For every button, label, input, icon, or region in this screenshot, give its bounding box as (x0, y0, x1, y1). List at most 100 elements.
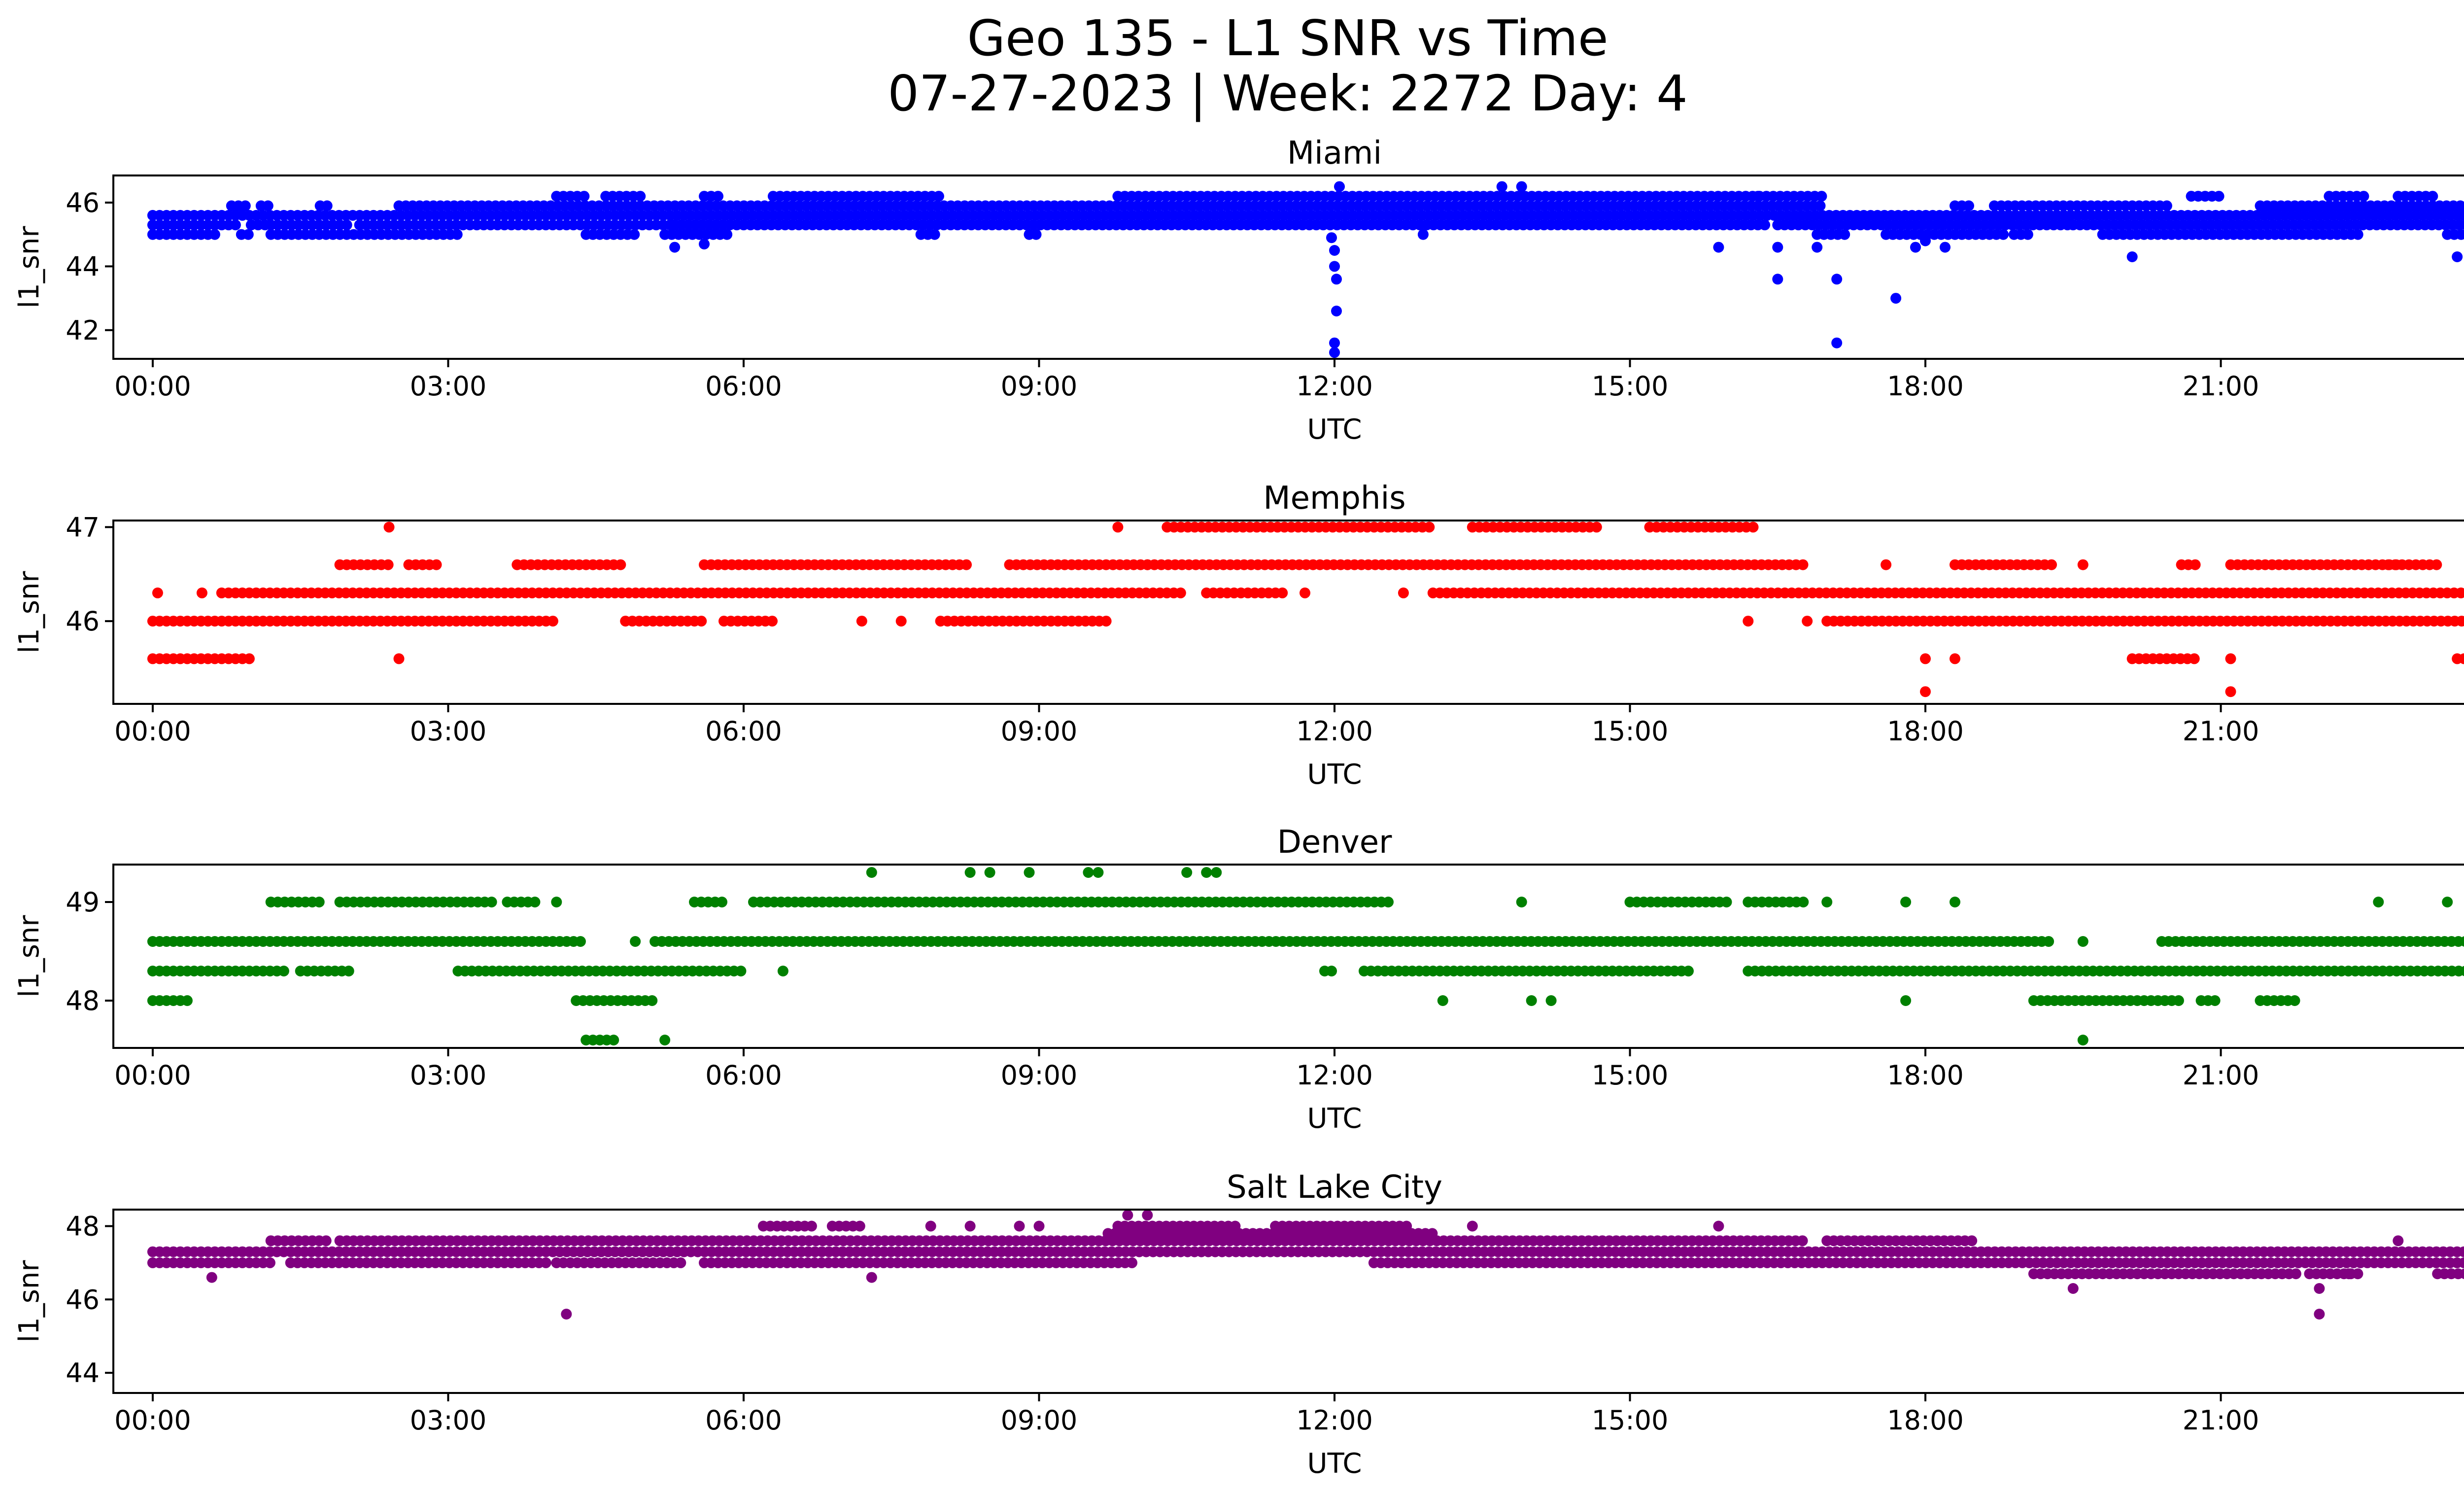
data-points (147, 522, 2464, 697)
data-point (1014, 1220, 1025, 1232)
data-point (1966, 1235, 1978, 1247)
data-point (393, 653, 405, 664)
y-axis-label: l1_snr (13, 915, 45, 998)
data-point (1142, 1210, 1153, 1221)
x-tick-label: 06:00 (705, 1405, 782, 1436)
data-point (925, 1220, 936, 1232)
data-point (2077, 559, 2088, 570)
x-tick-label: 09:00 (1001, 1405, 1078, 1436)
x-tick-label: 21:00 (2183, 716, 2259, 747)
data-point (630, 936, 641, 947)
x-tick-label: 21:00 (2183, 1060, 2259, 1091)
y-tick-label: 49 (66, 887, 100, 918)
data-point (2460, 936, 2464, 947)
data-point (767, 616, 778, 627)
data-point (431, 559, 442, 570)
data-point (1326, 966, 1337, 976)
data-point (230, 219, 241, 231)
data-point (895, 616, 907, 627)
x-tick-label: 06:00 (705, 716, 782, 747)
y-axis-label: l1_snr (13, 571, 45, 654)
data-point (2393, 1235, 2404, 1247)
y-tick-label: 47 (66, 512, 100, 543)
data-point (735, 966, 747, 976)
data-point (547, 616, 558, 627)
data-point (1516, 181, 1527, 192)
data-point (1591, 522, 1602, 533)
x-tick-label: 21:00 (2183, 1405, 2259, 1436)
x-tick-label: 12:00 (1296, 1060, 1373, 1091)
data-point (2352, 229, 2363, 240)
data-point (1331, 274, 1342, 285)
data-point (2161, 200, 2172, 211)
data-point (2343, 1268, 2355, 1280)
data-point (206, 1272, 217, 1283)
data-point (2213, 191, 2224, 202)
data-point (1900, 897, 1912, 907)
data-point (1142, 559, 1153, 570)
data-point (1798, 897, 1809, 907)
data-point (777, 966, 788, 976)
data-point (1329, 261, 1340, 272)
data-point (2442, 897, 2453, 907)
data-point (579, 191, 590, 202)
data-point (866, 867, 877, 878)
data-point (1802, 616, 1813, 627)
panel-denver: Denver UTC l1_snr 00:00 03:00 06:00 09:00 12… (13, 824, 2464, 1135)
data-point (2225, 686, 2236, 697)
data-point (2314, 1283, 2325, 1294)
data-point (575, 936, 586, 947)
data-point (2352, 1268, 2363, 1280)
data-point (181, 995, 193, 1006)
data-point (242, 229, 254, 240)
data-point (933, 191, 944, 202)
data-point (2462, 201, 2464, 210)
data-point (1950, 653, 1960, 664)
figure-title-line1: Geo 135 - L1 SNR vs Time (967, 9, 1608, 67)
x-tick-label: 21:00 (2183, 371, 2259, 402)
data-point (1112, 522, 1124, 533)
data-point (635, 191, 646, 202)
data-point (1998, 229, 2009, 240)
data-point (243, 653, 255, 664)
x-tick-label: 03:00 (410, 371, 487, 402)
y-tick-label: 46 (66, 187, 100, 218)
data-point (964, 867, 976, 878)
x-tick-label: 15:00 (1592, 1060, 1669, 1091)
data-point (1747, 522, 1759, 533)
data-point (540, 1257, 551, 1268)
data-point (1467, 1220, 1478, 1232)
data-point (1920, 686, 1931, 697)
data-point (1230, 1220, 1241, 1232)
data-point (1211, 867, 1222, 878)
y-tick-label: 46 (66, 606, 100, 637)
data-point (721, 229, 733, 240)
data-point (2189, 653, 2200, 664)
data-point (1683, 966, 1694, 976)
data-point (2314, 1309, 2325, 1320)
data-point (382, 559, 394, 570)
data-point (2043, 936, 2054, 947)
data-point (2077, 1035, 2088, 1045)
data-point (1940, 242, 1951, 253)
data-point (383, 522, 395, 533)
data-point (929, 229, 940, 240)
data-point (1334, 181, 1345, 192)
panel-miami: Miami UTC l1_snr 00:00 03:00 06:00 09:00 12:… (13, 135, 2464, 446)
data-point (2209, 995, 2221, 1006)
x-tick-label: 12:00 (1296, 716, 1373, 747)
data-point (1821, 897, 1833, 907)
data-point (341, 219, 352, 231)
data-point (2046, 559, 2057, 570)
data-point (615, 559, 626, 570)
data-point (2126, 251, 2138, 262)
x-tick-label: 18:00 (1887, 371, 1964, 402)
x-tick-label: 00:00 (114, 371, 191, 402)
data-point (854, 1220, 865, 1232)
x-tick-label: 12:00 (1296, 1405, 1373, 1436)
data-point (2455, 200, 2464, 211)
data-point (659, 1035, 671, 1045)
data-point (2456, 229, 2464, 240)
data-point (2458, 209, 2464, 221)
data-point (152, 587, 163, 598)
